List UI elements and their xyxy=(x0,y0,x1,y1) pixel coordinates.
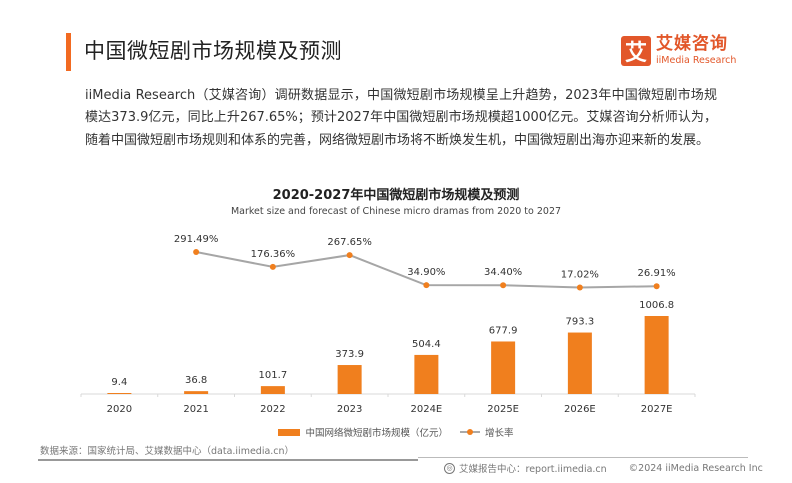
legend-bar-label: 中国网络微短剧市场规模（亿元） xyxy=(305,428,448,439)
bar-2026E xyxy=(567,332,592,394)
growth-point-2024E xyxy=(423,282,430,289)
legend-line-label: 增长率 xyxy=(485,428,514,439)
brand-logo: 艾 艾媒咨询 iiMedia Research xyxy=(621,33,736,69)
bar-2021 xyxy=(184,391,209,394)
bar-value-label: 793.3 xyxy=(566,317,595,328)
logo-mark-icon: 艾 xyxy=(621,36,651,66)
growth-point-2021 xyxy=(193,249,200,255)
x-tick-label: 2022 xyxy=(260,404,285,415)
x-tick-label: 2023 xyxy=(337,404,362,415)
page-title: 中国微短剧市场规模及预测 xyxy=(84,39,342,63)
bar-value-label: 1006.8 xyxy=(639,300,674,311)
x-tick-label: 2026E xyxy=(564,404,596,415)
bar-value-label: 677.9 xyxy=(489,325,518,336)
logo-name-en: iiMedia Research xyxy=(656,55,737,67)
chart-subtitle: Market size and forecast of Chinese micr… xyxy=(230,206,562,217)
bar-value-label: 101.7 xyxy=(259,370,288,381)
logo-text: 艾媒咨询 iiMedia Research xyxy=(656,36,736,66)
growth-point-2025E xyxy=(500,282,507,289)
copyright: ©2024 iiMedia Research Inc xyxy=(628,462,763,474)
bar-value-label: 504.4 xyxy=(412,339,441,350)
bar-value-label: 373.9 xyxy=(335,349,364,360)
bar-2027E xyxy=(644,316,669,394)
growth-value-label: 267.65% xyxy=(327,237,372,248)
legend-bar-swatch-icon xyxy=(278,428,301,436)
growth-value-label: 26.91% xyxy=(638,268,676,279)
footer: ◎ 艾媒报告中心：report.iimedia.cn ©2024 iiMedia… xyxy=(444,461,763,475)
x-tick-label: 2021 xyxy=(183,404,208,415)
growth-value-label: 17.02% xyxy=(561,269,599,280)
bar-value-label: 36.8 xyxy=(185,375,207,386)
bar-2024E xyxy=(414,354,439,394)
growth-point-2027E xyxy=(653,283,660,290)
growth-point-2026E xyxy=(576,284,583,291)
bar-2020 xyxy=(107,393,132,394)
x-tick-label: 2020 xyxy=(107,404,132,415)
growth-value-label: 176.36% xyxy=(251,249,296,260)
bar-2025E xyxy=(491,341,516,394)
x-tick-label: 2027E xyxy=(641,404,673,415)
logo-name-cn: 艾媒咨询 xyxy=(656,34,728,55)
chart-title: 2020-2027年中国微短剧市场规模及预测 xyxy=(272,188,520,203)
growth-value-label: 34.40% xyxy=(484,267,522,278)
growth-value-label: 291.49% xyxy=(174,234,219,245)
report-center-link[interactable]: 艾媒报告中心：report.iimedia.cn xyxy=(459,464,607,475)
summary-paragraph: iiMedia Research（艾媒咨询）调研数据显示，中国微短剧市场规模呈上… xyxy=(85,88,717,148)
title-accent-bar xyxy=(66,33,71,71)
legend-line-swatch-icon xyxy=(460,429,480,435)
chart-legend: 中国网络微短剧市场规模（亿元） 增长率 xyxy=(0,425,792,439)
footer-divider-right xyxy=(418,457,748,458)
growth-value-label: 34.90% xyxy=(407,267,445,278)
x-tick-label: 2025E xyxy=(487,404,519,415)
data-source: 数据来源：国家统计局、艾媒数据中心（data.iimedia.cn） xyxy=(40,446,295,457)
growth-point-2023 xyxy=(346,252,353,259)
report-center-icon: ◎ xyxy=(444,462,455,474)
footer-divider-left xyxy=(38,459,418,461)
growth-point-2022 xyxy=(269,263,276,270)
x-tick-label: 2024E xyxy=(410,404,442,415)
bar-value-label: 9.4 xyxy=(111,377,127,388)
bar-2022 xyxy=(260,386,285,394)
bar-2023 xyxy=(337,365,362,394)
